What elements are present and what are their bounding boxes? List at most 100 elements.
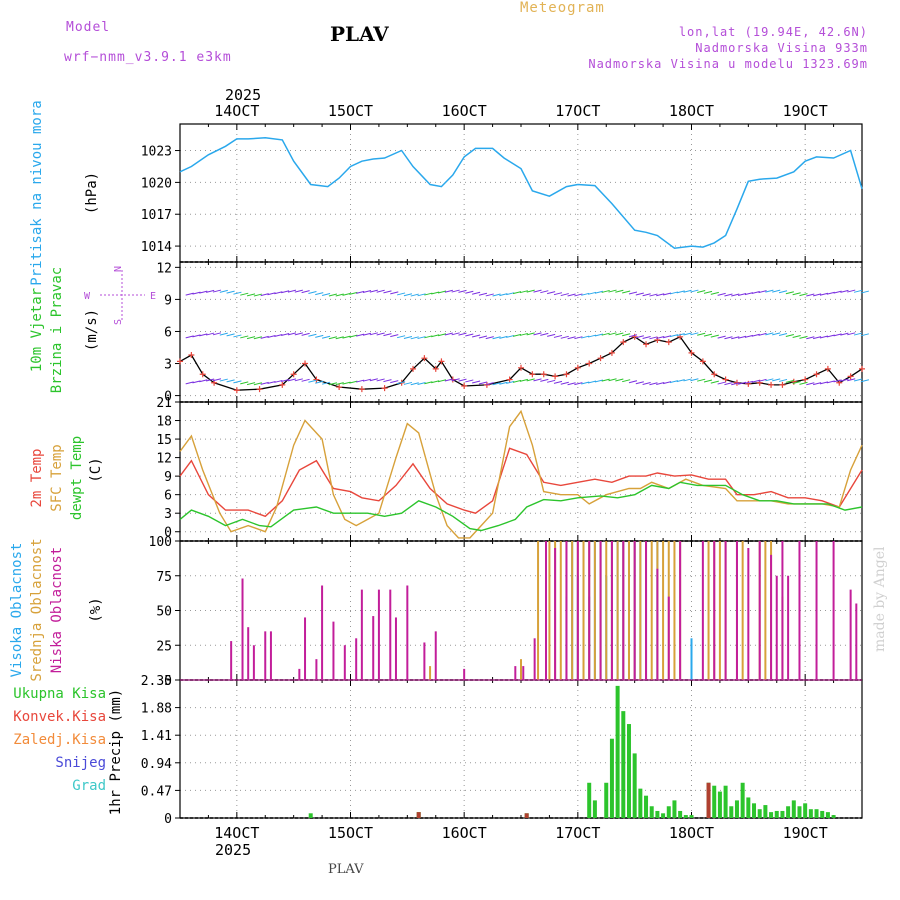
y-tick-label: 0.47 <box>141 784 172 799</box>
wind-speed-marker <box>643 341 650 348</box>
wind-barb <box>758 378 767 382</box>
wind-barb <box>274 333 283 337</box>
wind-barb <box>731 382 740 386</box>
cloud-title-low: Niska Oblacnost <box>49 547 65 673</box>
x-tick-label-top: 19OCT <box>783 102 828 120</box>
wind-ylabel: (m/s) <box>84 309 100 351</box>
wind-barb <box>294 332 303 336</box>
precip-bar <box>712 785 717 818</box>
wind-barb <box>697 378 706 382</box>
wind-barb <box>233 334 242 338</box>
wind-barb <box>246 293 256 297</box>
wind-barb <box>567 382 576 386</box>
wind-speed-marker <box>779 381 786 388</box>
wind-barb <box>403 336 413 339</box>
precip-bar <box>803 803 808 818</box>
compass-axes <box>100 270 145 320</box>
wind-barb <box>799 293 808 297</box>
wind-barb <box>226 379 235 383</box>
wind-barb <box>356 379 365 383</box>
wind-speed-marker <box>336 384 343 391</box>
x-tick-label-top: 18OCT <box>669 102 714 120</box>
wind-speed-marker <box>813 371 820 378</box>
wind-barb <box>615 332 624 336</box>
precip-bar <box>757 809 762 818</box>
wind-barb <box>192 380 201 384</box>
compass-w: W <box>84 291 91 302</box>
wind-barb <box>301 378 310 382</box>
wind-barb <box>860 333 869 337</box>
wind-barb <box>417 382 426 385</box>
wind-barb <box>560 293 569 297</box>
wind-barb <box>376 289 385 293</box>
precip-bar <box>729 806 734 818</box>
wind-barb <box>472 334 481 338</box>
wind-barb <box>458 378 467 382</box>
wind-barb <box>642 382 651 385</box>
wind-barb <box>506 380 515 384</box>
wind-barb <box>847 378 856 382</box>
wind-speed-marker <box>631 333 638 340</box>
wind-barb <box>424 292 433 296</box>
wind-barb <box>615 289 624 293</box>
watermark: made by Angel <box>872 546 888 653</box>
wind-speed-marker <box>802 376 809 383</box>
wind-barb <box>226 333 235 337</box>
wind-barb <box>594 379 604 383</box>
wind-barb <box>840 332 849 336</box>
wind-barb <box>199 290 208 294</box>
wind-barb <box>199 333 208 337</box>
wind-barb <box>724 382 733 386</box>
y-tick-label: 21 <box>156 396 172 411</box>
wind-barb <box>246 336 256 340</box>
wind-barb <box>587 380 597 384</box>
wind-barb <box>772 378 781 382</box>
wind-barb <box>710 334 719 338</box>
wind-barb <box>417 336 426 340</box>
wind-barb <box>737 335 747 339</box>
wind-barb <box>601 289 610 293</box>
temp-line-sfc-temp <box>179 409 863 539</box>
wind-barb <box>751 291 760 295</box>
wind-barb <box>301 332 310 336</box>
precip-bar <box>308 813 313 818</box>
wind-barb <box>847 289 856 293</box>
wind-barb <box>437 333 447 337</box>
wind-title-line2: Brzina i Pravac <box>49 267 65 393</box>
wind-barb <box>199 379 208 383</box>
wind-barb <box>662 335 672 339</box>
wind-speed-marker <box>438 358 445 365</box>
wind-barb <box>690 289 699 293</box>
wind-barb <box>342 381 351 385</box>
wind-barb <box>553 292 563 296</box>
panel-cloud: 0 25 50 75 100 <box>149 535 863 689</box>
precip-ylabel: 1hr Precip (mm) <box>108 689 124 815</box>
wind-barb <box>553 334 563 338</box>
wind-barb <box>526 378 535 382</box>
wind-barb <box>349 380 358 384</box>
wind-barb <box>274 291 283 295</box>
y-tick-label: 6 <box>164 325 172 340</box>
wind-barb <box>499 381 508 385</box>
wind-barb <box>356 290 365 294</box>
wind-barb <box>697 289 706 293</box>
precip-bar <box>706 782 711 818</box>
footer-station: PLAV <box>328 862 364 877</box>
wind-barb <box>260 335 269 339</box>
wind-barb <box>778 290 788 294</box>
wind-barb <box>301 290 310 294</box>
wind-barb <box>335 293 344 297</box>
wind-speed-marker <box>302 360 309 367</box>
wind-barb <box>540 332 549 336</box>
wind-barb <box>308 379 317 383</box>
wind-barb <box>806 382 815 386</box>
y-tick-label: 1014 <box>141 240 172 255</box>
wind-barb <box>567 293 576 297</box>
temp-title-2m: 2m Temp <box>29 448 45 507</box>
wind-barb <box>526 332 535 336</box>
wind-speed-marker <box>768 381 775 388</box>
precip-legend-4: Grad <box>72 778 106 794</box>
wind-barb <box>267 335 276 339</box>
wind-barb <box>826 334 835 338</box>
wind-barb <box>206 378 215 382</box>
